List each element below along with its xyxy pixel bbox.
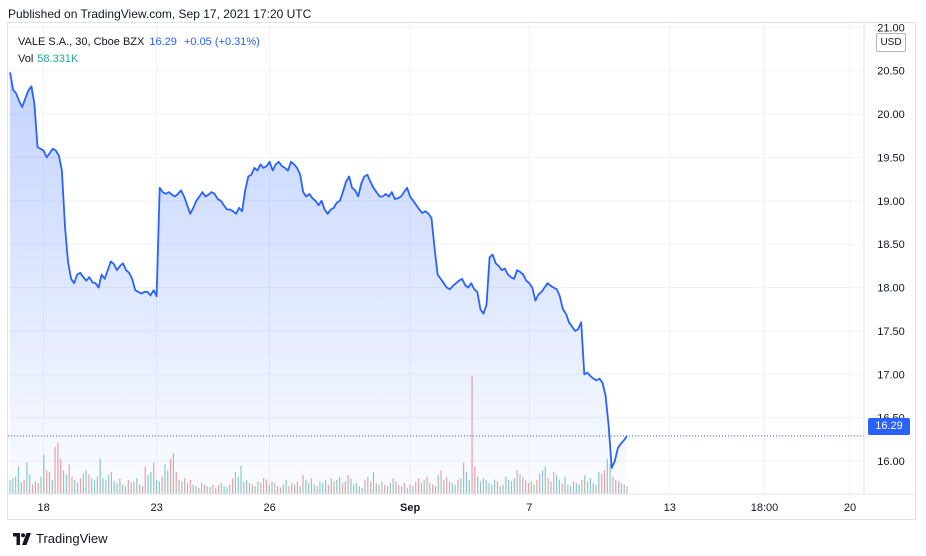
price-tick-label: 21.00	[877, 22, 905, 34]
time-tick-label: 18	[37, 502, 49, 514]
legend-symbol-line: VALE S.A., 30, Cboe BZX 16.29 +0.05 (+0.3…	[18, 36, 260, 48]
price-tick-label: 20.00	[877, 109, 905, 121]
volume-bar	[626, 486, 628, 494]
time-tick-label: 18:00	[751, 502, 779, 514]
time-tick-label: 26	[264, 502, 276, 514]
legend-volume-value: 58.331K	[37, 53, 79, 65]
published-caption: Published on TradingView.com, Sep 17, 20…	[8, 7, 312, 21]
time-tick-label: 23	[150, 502, 162, 514]
footer-brand-label: TradingView	[36, 531, 108, 546]
price-tick-label: 16.00	[877, 456, 905, 468]
time-tick-label: Sep	[400, 502, 420, 514]
legend-volume-label: Vol	[18, 53, 34, 65]
price-tick-label: 18.50	[877, 239, 905, 251]
price-tick-label: 19.00	[877, 196, 905, 208]
price-line	[9, 72, 628, 469]
chart-frame	[7, 22, 916, 520]
legend-symbol: VALE S.A., 30, Cboe BZX	[18, 36, 145, 48]
last-price-tag: 16.29	[868, 418, 910, 435]
footer-brand[interactable]: TradingView	[13, 531, 108, 546]
currency-button[interactable]: USD	[876, 33, 906, 52]
tradingview-logo-icon	[13, 532, 31, 545]
price-tick-label: 17.00	[877, 369, 905, 381]
price-tick-label: 17.50	[877, 326, 905, 338]
time-tick-label: 7	[526, 502, 532, 514]
price-tick-label: 19.50	[877, 152, 905, 164]
time-tick-label: 20	[844, 502, 856, 514]
price-tick-label: 20.50	[877, 66, 905, 78]
time-tick-label: 13	[664, 502, 676, 514]
legend-change: +0.05 (+0.31%)	[183, 36, 260, 48]
legend-last-price: 16.29	[149, 36, 177, 48]
price-tick-label: 18.00	[877, 283, 905, 295]
legend-volume-line: Vol 58.331K	[18, 53, 78, 65]
price-area	[10, 72, 628, 495]
